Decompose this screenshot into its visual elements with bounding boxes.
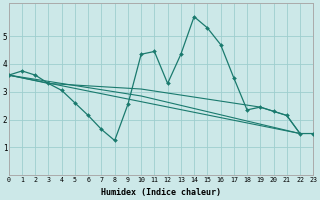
- X-axis label: Humidex (Indice chaleur): Humidex (Indice chaleur): [101, 188, 221, 197]
